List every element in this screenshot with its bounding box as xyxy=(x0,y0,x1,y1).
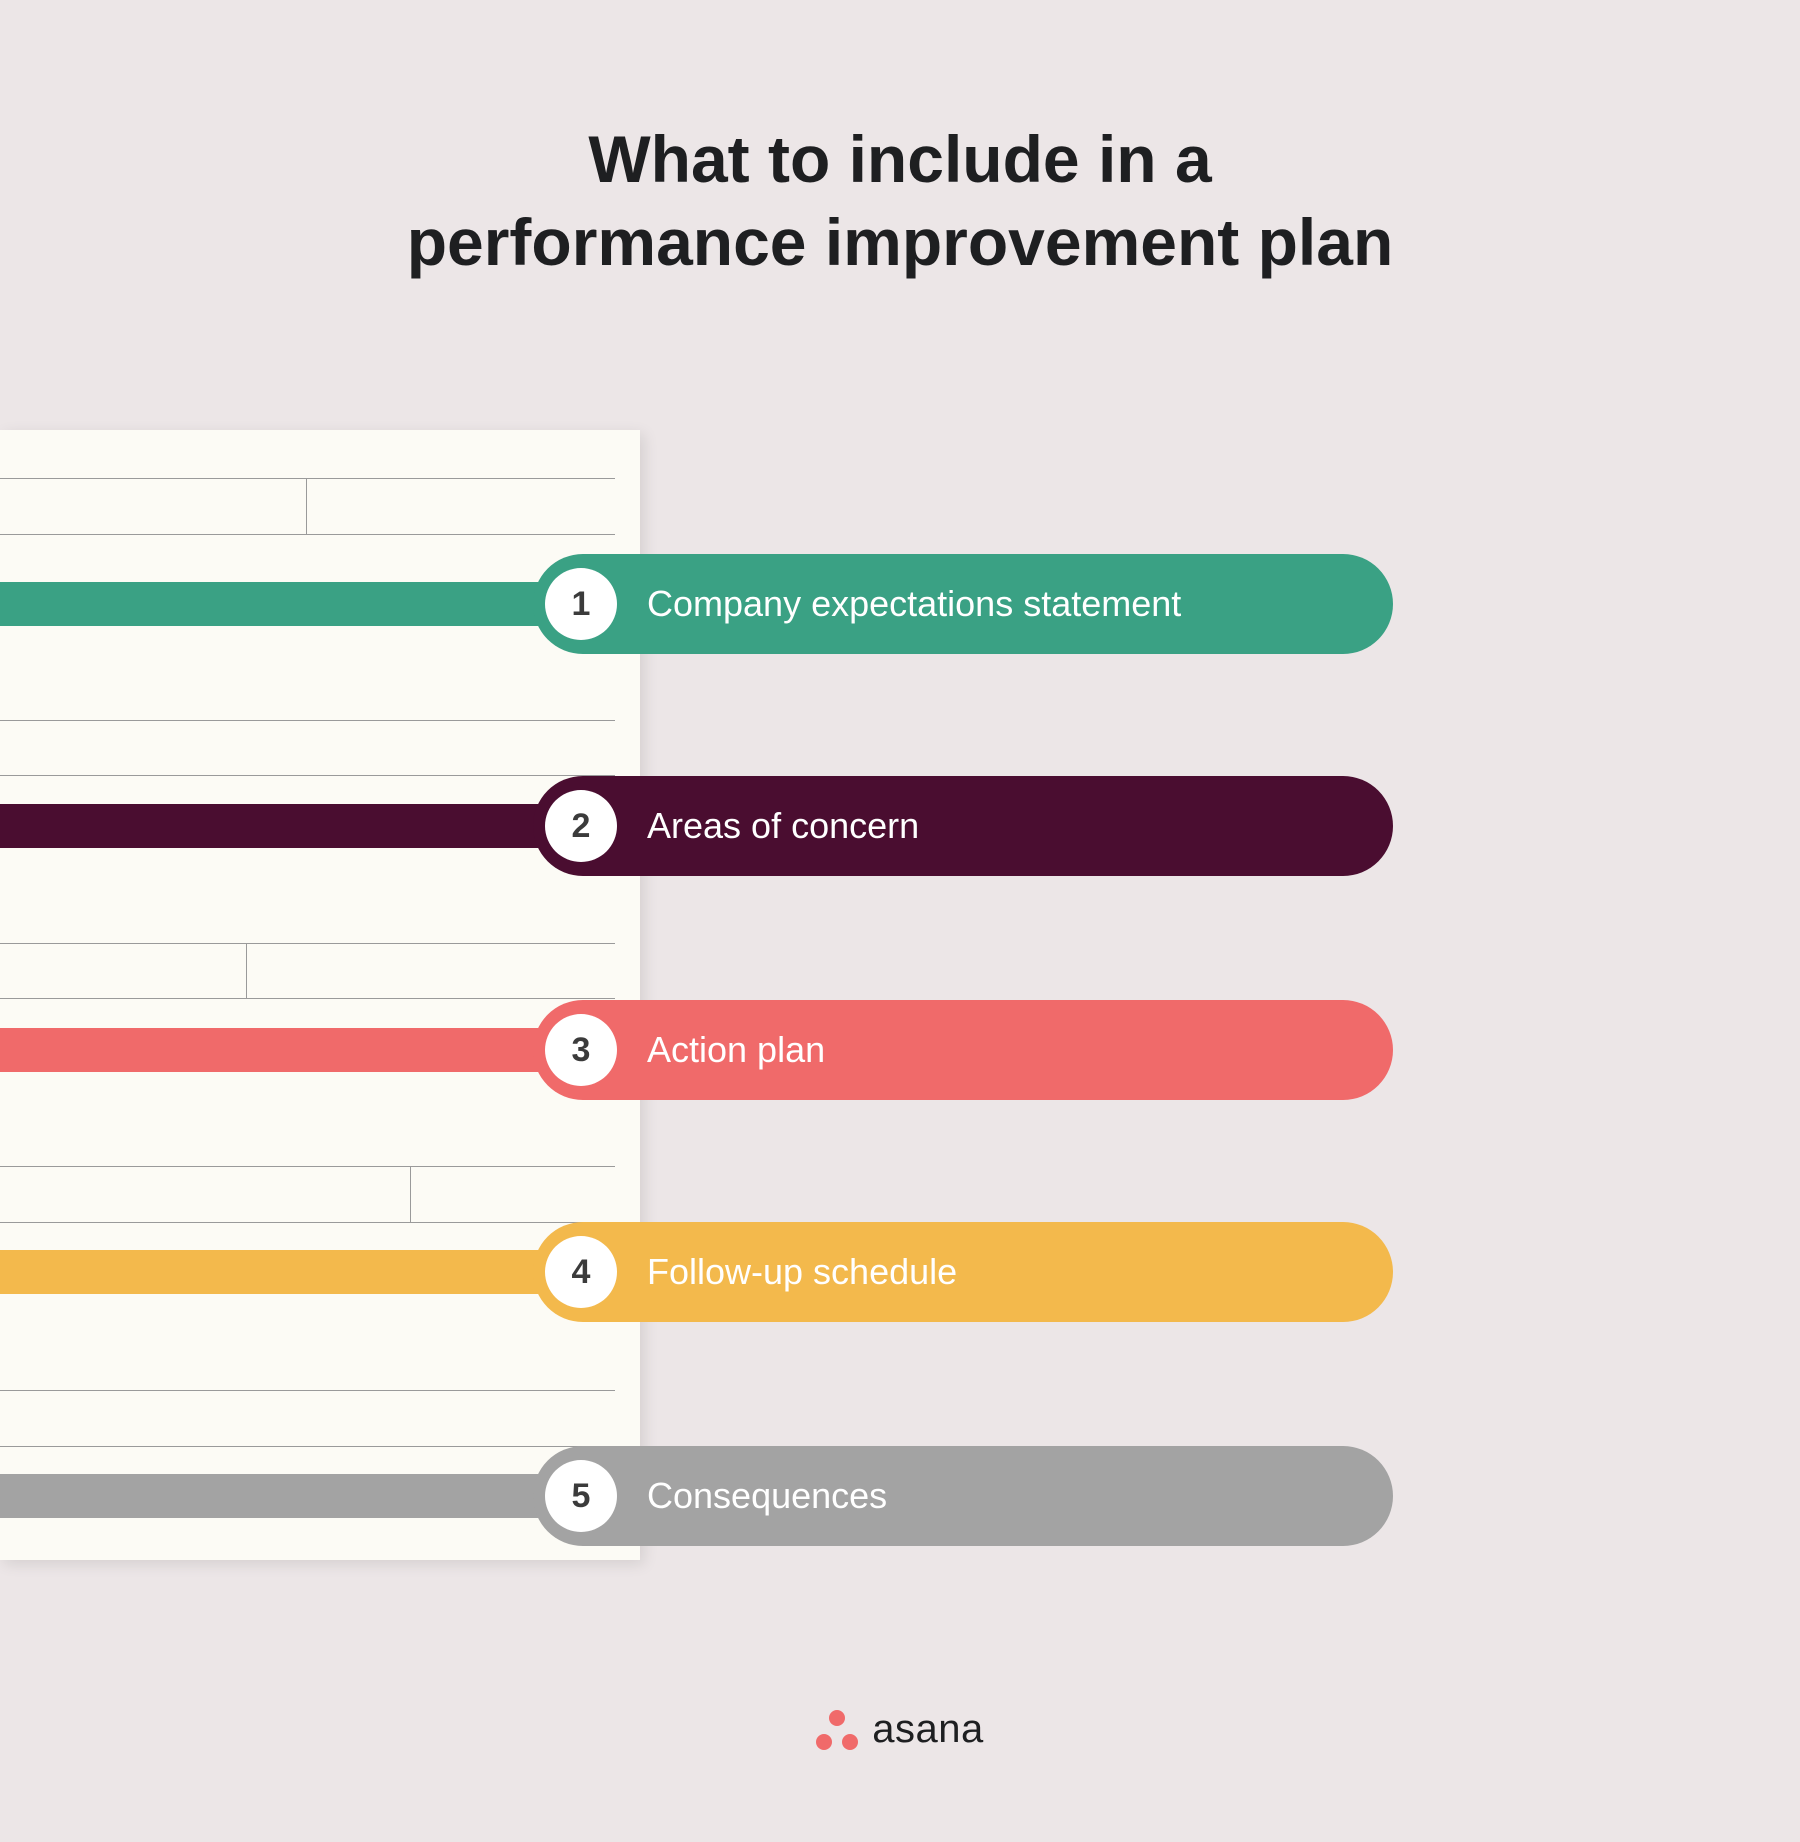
doc-hline xyxy=(0,1390,615,1391)
pill-number: 1 xyxy=(572,585,591,624)
pill-item-5: 5 Consequences xyxy=(533,1446,1393,1546)
pill-number: 2 xyxy=(572,807,591,846)
doc-color-bar xyxy=(0,1474,560,1518)
pill-label: Areas of concern xyxy=(647,805,919,847)
pill-item-1: 1 Company expectations statement xyxy=(533,554,1393,654)
doc-hline xyxy=(0,943,615,944)
pill-item-4: 4 Follow-up schedule xyxy=(533,1222,1393,1322)
pill: 2 Areas of concern xyxy=(533,776,1393,876)
title-line-1: What to include in a xyxy=(588,122,1211,196)
pill-label: Company expectations statement xyxy=(647,583,1181,625)
doc-hline xyxy=(0,1166,615,1167)
doc-hline xyxy=(0,1222,615,1223)
doc-color-bar xyxy=(0,582,560,626)
pill-label: Consequences xyxy=(647,1475,887,1517)
pill-item-3: 3 Action plan xyxy=(533,1000,1393,1100)
doc-color-bar xyxy=(0,1028,560,1072)
doc-hline xyxy=(0,478,615,479)
doc-vline xyxy=(410,1166,411,1222)
pill-label: Follow-up schedule xyxy=(647,1251,957,1293)
doc-hline xyxy=(0,720,615,721)
pill-number: 4 xyxy=(572,1253,591,1292)
pill: 5 Consequences xyxy=(533,1446,1393,1546)
doc-hline xyxy=(0,1446,615,1447)
pill-item-2: 2 Areas of concern xyxy=(533,776,1393,876)
pill-number-badge: 1 xyxy=(545,568,617,640)
asana-dots-icon xyxy=(816,1710,858,1750)
pill-number-badge: 2 xyxy=(545,790,617,862)
pill: 1 Company expectations statement xyxy=(533,554,1393,654)
pill-label: Action plan xyxy=(647,1029,825,1071)
pill: 4 Follow-up schedule xyxy=(533,1222,1393,1322)
doc-color-bar xyxy=(0,1250,560,1294)
brand-logo: asana xyxy=(0,1707,1800,1752)
brand-text: asana xyxy=(872,1707,983,1752)
doc-vline xyxy=(306,478,307,534)
doc-hline xyxy=(0,534,615,535)
pill-number: 5 xyxy=(572,1477,591,1516)
doc-hline xyxy=(0,775,615,776)
page-title: What to include in a performance improve… xyxy=(0,118,1800,283)
doc-color-bar xyxy=(0,804,560,848)
title-line-2: performance improvement plan xyxy=(407,205,1394,279)
pill-number-badge: 5 xyxy=(545,1460,617,1532)
pill-number-badge: 3 xyxy=(545,1014,617,1086)
pill-number: 3 xyxy=(572,1031,591,1070)
doc-hline xyxy=(0,998,615,999)
infographic-canvas: What to include in a performance improve… xyxy=(0,0,1800,1842)
doc-vline xyxy=(246,943,247,998)
pill-number-badge: 4 xyxy=(545,1236,617,1308)
pill: 3 Action plan xyxy=(533,1000,1393,1100)
